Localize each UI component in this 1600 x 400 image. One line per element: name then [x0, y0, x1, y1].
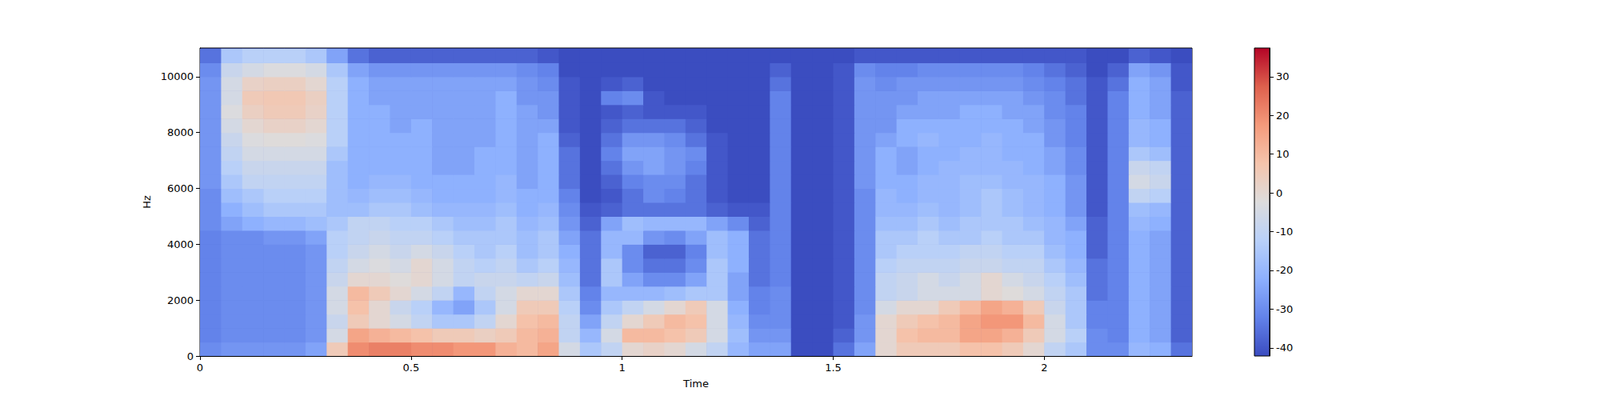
- svg-text:0: 0: [187, 350, 194, 363]
- svg-text:8000: 8000: [167, 126, 194, 139]
- svg-text:0.5: 0.5: [402, 361, 420, 374]
- svg-text:2: 2: [1040, 361, 1048, 374]
- svg-text:1.5: 1.5: [824, 361, 842, 374]
- svg-text:10000: 10000: [160, 70, 194, 83]
- svg-text:-40: -40: [1276, 341, 1293, 354]
- svg-text:-20: -20: [1276, 264, 1293, 276]
- svg-text:2000: 2000: [167, 294, 194, 307]
- svg-text:-30: -30: [1276, 303, 1293, 316]
- svg-text:1: 1: [619, 361, 626, 374]
- svg-text:Time: Time: [682, 377, 709, 390]
- svg-text:20: 20: [1276, 109, 1290, 122]
- svg-text:0: 0: [196, 361, 204, 374]
- svg-text:-10: -10: [1276, 225, 1293, 238]
- svg-text:30: 30: [1276, 70, 1290, 83]
- svg-text:10: 10: [1276, 148, 1290, 160]
- svg-text:4000: 4000: [167, 238, 194, 251]
- svg-text:6000: 6000: [167, 182, 194, 195]
- svg-text:0: 0: [1276, 187, 1283, 200]
- svg-text:Hz: Hz: [140, 195, 153, 209]
